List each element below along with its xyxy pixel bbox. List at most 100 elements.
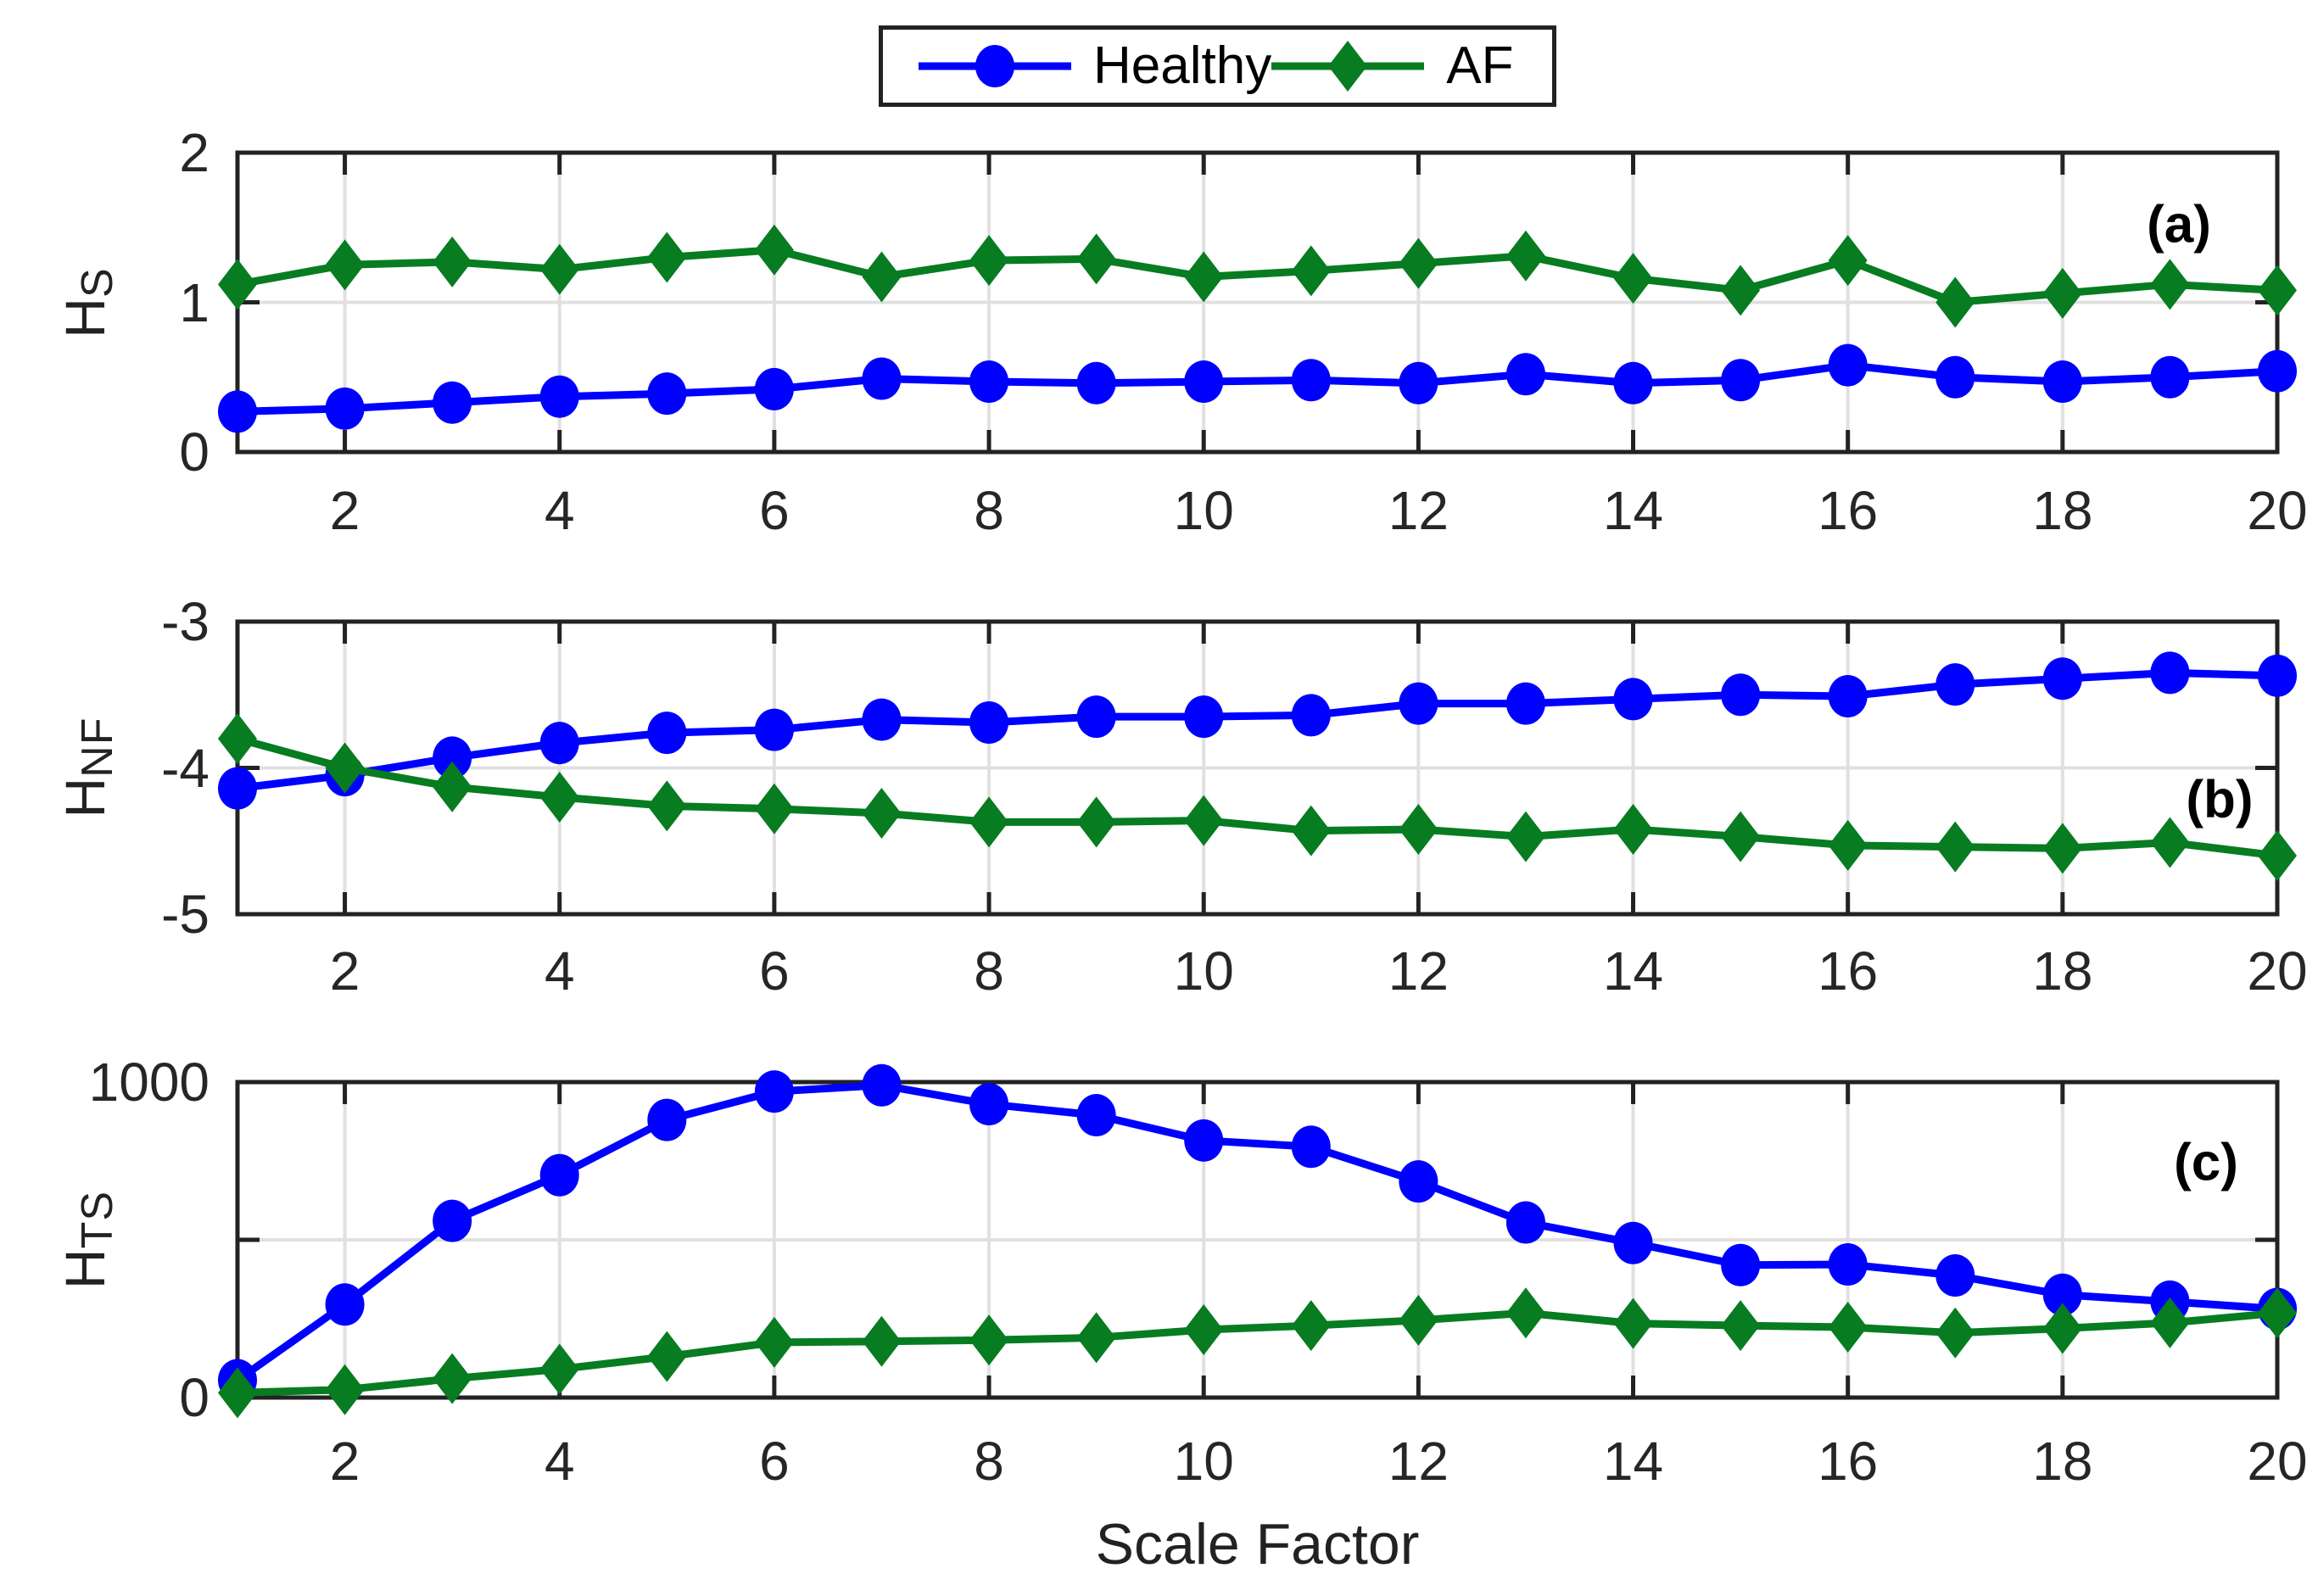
marker-circle-healthy: [754, 708, 794, 751]
marker-diamond-af: [1721, 1300, 1761, 1352]
marker-diamond-af: [218, 1367, 257, 1419]
marker-diamond-af: [539, 772, 579, 823]
x-tick-label: 6: [759, 940, 790, 1002]
marker-circle-healthy: [1613, 678, 1653, 721]
marker-diamond-af: [1076, 233, 1116, 285]
marker-circle-healthy: [1721, 673, 1761, 717]
marker-circle-healthy: [2042, 1273, 2082, 1316]
marker-circle-healthy: [218, 767, 257, 810]
y-tick-label: 1: [179, 271, 209, 333]
marker-diamond-af: [325, 742, 365, 794]
marker-diamond-af: [1076, 1312, 1116, 1364]
x-axis-title: Scale Factor: [1095, 1512, 1420, 1576]
marker-circle-healthy: [647, 372, 687, 416]
marker-diamond-af: [1399, 1294, 1438, 1346]
x-tick-label: 8: [974, 940, 1004, 1002]
y-tick-label: -3: [161, 591, 209, 652]
marker-circle-healthy: [647, 1098, 687, 1141]
y-axis-label-main: H: [53, 1248, 116, 1290]
marker-diamond-af: [1399, 237, 1438, 289]
marker-circle-healthy: [218, 390, 257, 433]
x-tick-label: 6: [759, 1431, 790, 1492]
marker-diamond-af: [1184, 795, 1224, 846]
marker-circle-healthy: [1076, 361, 1116, 405]
x-tick-label: 14: [1602, 1431, 1664, 1492]
x-tick-label: 18: [2032, 480, 2093, 541]
marker-circle-healthy: [1184, 1119, 1224, 1162]
marker-circle-healthy: [969, 1083, 1009, 1126]
marker-circle-healthy: [1399, 1160, 1438, 1203]
af-line-diamond-icon: [1271, 41, 1425, 92]
marker-diamond-af: [754, 783, 794, 834]
marker-circle-healthy: [862, 698, 902, 741]
y-tick-label: 0: [179, 1367, 209, 1428]
series-line-af: [237, 246, 2278, 306]
marker-circle-healthy: [433, 381, 472, 424]
x-tick-label: 20: [2247, 1431, 2308, 1492]
legend-item-af: AF: [1271, 35, 1513, 98]
y-tick-label: -5: [161, 884, 209, 945]
y-axis-label-sub: TS: [72, 1190, 122, 1249]
x-tick-label: 16: [1818, 1431, 1879, 1492]
plot-area-c: [218, 1063, 2297, 1419]
panel-label-c: (c): [2174, 1133, 2238, 1192]
marker-circle-healthy: [754, 367, 794, 410]
x-tick-label: 14: [1602, 940, 1664, 1002]
marker-diamond-af: [969, 1314, 1009, 1366]
legend: Healthy AF: [879, 25, 1556, 107]
marker-circle-healthy: [1828, 1243, 1868, 1286]
marker-circle-healthy: [1399, 361, 1438, 405]
x-tick-label: 16: [1818, 940, 1879, 1002]
marker-diamond-af: [1613, 803, 1653, 855]
marker-diamond-af: [754, 1316, 794, 1368]
marker-diamond-af: [1291, 1300, 1331, 1352]
marker-circle-healthy: [862, 1063, 902, 1107]
marker-diamond-af: [1828, 235, 1868, 287]
marker-circle-healthy: [1935, 355, 1975, 399]
marker-circle-healthy: [1721, 1243, 1761, 1286]
marker-diamond-af: [862, 251, 902, 303]
x-tick-label: 2: [329, 1431, 360, 1492]
y-axis-label-c: H TS: [47, 1155, 123, 1325]
marker-diamond-af: [1721, 265, 1761, 316]
marker-circle-healthy: [1613, 361, 1653, 405]
plot-area-b: [218, 619, 2297, 917]
marker-diamond-af: [647, 1331, 687, 1382]
marker-circle-healthy: [1505, 353, 1545, 396]
marker-diamond-af: [1505, 1287, 1545, 1339]
marker-diamond-af: [2150, 259, 2190, 310]
x-tick-label: 8: [974, 480, 1004, 541]
x-tick-label: 20: [2247, 480, 2308, 541]
marker-diamond-af: [1613, 253, 1653, 304]
x-tick-label: 16: [1818, 480, 1879, 541]
marker-diamond-af: [1505, 811, 1545, 862]
series-line-af: [237, 1309, 2278, 1397]
x-tick-label: 18: [2032, 940, 2093, 1002]
marker-circle-healthy: [754, 1070, 794, 1113]
x-tick-label: 4: [544, 940, 575, 1002]
marker-circle-healthy: [1828, 674, 1868, 717]
marker-circle-healthy: [1291, 694, 1331, 737]
x-tick-label: 6: [759, 480, 790, 541]
marker-diamond-af: [2258, 830, 2297, 881]
x-tick-label: 10: [1173, 480, 1234, 541]
x-tick-label: 10: [1173, 1431, 1234, 1492]
legend-item-healthy: Healthy: [919, 36, 1271, 96]
marker-circle-healthy: [1184, 695, 1224, 739]
marker-diamond-af: [539, 1343, 579, 1395]
subplot-b: H NF (b) -5 -4 -3 2 4 6 8 10 12 14 16 18 20: [0, 591, 2318, 1002]
marker-diamond-af: [1935, 821, 1975, 873]
marker-diamond-af: [218, 713, 257, 764]
x-tick-label: 4: [544, 1431, 575, 1492]
marker-circle-healthy: [433, 1199, 472, 1242]
marker-diamond-af: [1828, 1302, 1868, 1353]
x-tick-label: 20: [2247, 940, 2308, 1002]
marker-circle-healthy: [433, 736, 472, 779]
marker-circle-healthy: [1399, 682, 1438, 725]
marker-circle-healthy: [1613, 1221, 1653, 1264]
marker-diamond-af: [647, 780, 687, 832]
marker-circle-healthy: [539, 375, 579, 418]
x-tick-label: 2: [329, 480, 360, 541]
